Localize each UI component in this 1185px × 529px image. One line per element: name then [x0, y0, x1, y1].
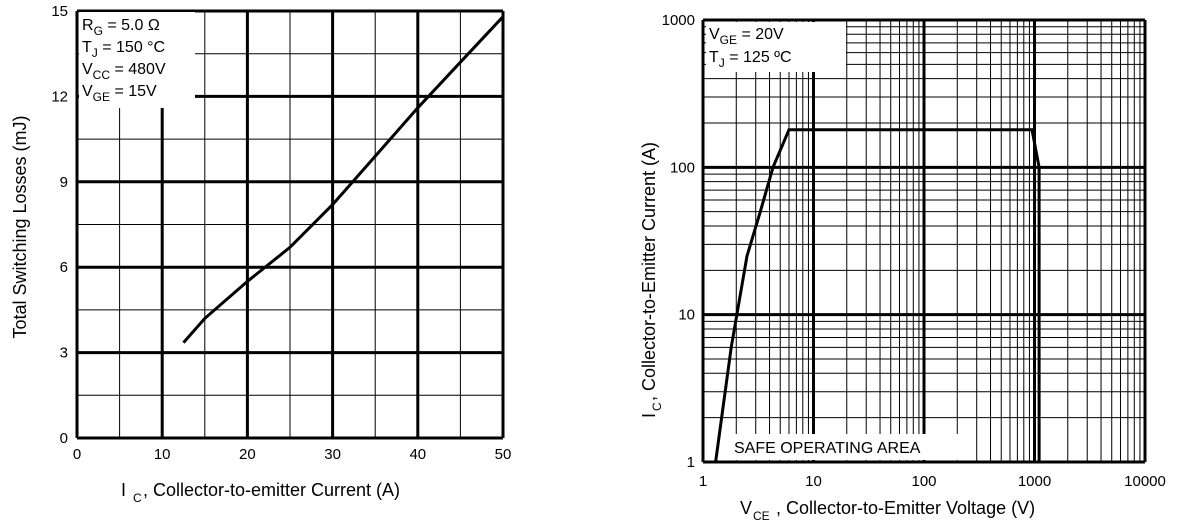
y-tick-label: 10 [678, 307, 695, 324]
y-tick-label: 3 [60, 345, 68, 362]
x-tick-label: 100 [911, 473, 936, 490]
condition-label: VGE = 15V [82, 83, 157, 104]
x-tick-label: 10 [154, 446, 171, 463]
x-label-rest: , Collector-to-emitter Current (A) [143, 480, 400, 500]
condition-label: TJ = 150 °C [82, 39, 165, 60]
x-label-prefix: I [121, 480, 126, 500]
safe-operating-area-label: SAFE OPERATING AREA [734, 440, 921, 457]
condition-label: RG = 5.0 Ω [82, 17, 160, 38]
y-tick-label: 12 [51, 88, 68, 105]
y-label-sub: C [650, 402, 664, 411]
y-tick-label: 100 [670, 159, 695, 176]
x-label-sub: CE [753, 509, 770, 523]
x-tick-label: 1000 [1018, 473, 1051, 490]
x-tick-label: 50 [495, 446, 512, 463]
x-axis-label: I C , Collector-to-emitter Current (A) [121, 480, 400, 505]
switching-losses-chart: 0 10 20 30 40 50 0 3 6 9 12 15 RG = 5.0 ΩTJ = 150 °… [10, 3, 511, 505]
y-label-prefix: I [639, 413, 659, 418]
y-tick-label: 1000 [662, 12, 695, 29]
y-tick-label: 0 [60, 430, 68, 447]
annotation-box [706, 22, 846, 72]
condition-label: VGE = 20V [709, 26, 784, 47]
x-tick-label: 0 [73, 446, 81, 463]
y-tick-label: 9 [60, 174, 68, 191]
y-tick-label: 1 [687, 454, 695, 471]
x-label-prefix: V [740, 498, 752, 518]
annotation-box [79, 12, 195, 108]
x-tick-label: 40 [409, 446, 426, 463]
switching-losses-curve [182, 15, 505, 344]
condition-label: VCC = 480V [82, 61, 166, 82]
y-label-rest: , Collector-to-Emitter Current (A) [639, 142, 659, 401]
y-tick-label: 15 [51, 3, 68, 20]
x-tick-label: 20 [239, 446, 256, 463]
condition-label: TJ = 125 ºC [709, 49, 792, 70]
y-axis-label: I C , Collector-to-Emitter Current (A) [639, 142, 664, 418]
x-tick-label: 1 [699, 473, 707, 490]
region-label-box [728, 434, 972, 460]
x-tick-label: 30 [324, 446, 341, 463]
x-axis-label: V CE , Collector-to-Emitter Voltage (V) [740, 498, 1035, 523]
x-tick-label: 10 [805, 473, 822, 490]
soa-boundary-curve [714, 128, 1041, 463]
x-label-sub: C [133, 491, 142, 505]
y-tick-label: 6 [60, 259, 68, 276]
y-axis-label: Total Switching Losses (mJ) [10, 115, 30, 338]
x-tick-label: 10000 [1124, 473, 1166, 490]
x-label-rest: , Collector-to-Emitter Voltage (V) [776, 498, 1035, 518]
